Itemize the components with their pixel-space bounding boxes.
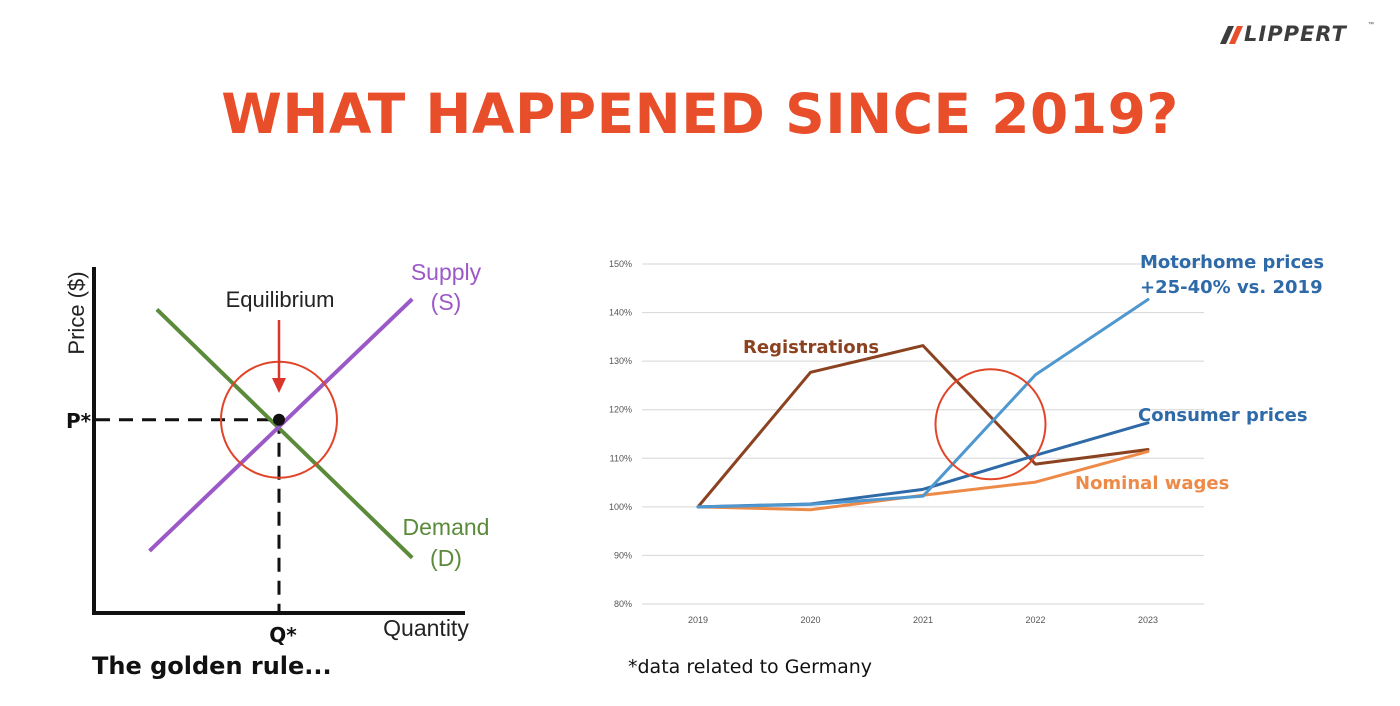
left-caption: The golden rule... — [92, 652, 332, 680]
y-tick-label: 140% — [609, 308, 632, 318]
supply-demand-chart: Price ($) Quantity Equilibrium P* Q* Supply… — [64, 259, 490, 647]
supply-label-symbol: (S) — [431, 289, 462, 315]
crossover-highlight-circle — [934, 368, 1047, 481]
lippert-logo-mark-icon — [1220, 26, 1243, 44]
germany-index-chart: 80% 90% 100% 110% 120% 130% 140% 150% 2019 2020 20… — [609, 252, 1324, 625]
page-title: WHAT HAPPENED SINCE 2019? — [221, 82, 1179, 146]
p-star-label: P* — [66, 409, 92, 433]
x-tick-label: 2019 — [688, 615, 708, 625]
equilibrium-arrow-head — [272, 378, 286, 393]
demand-line — [155, 307, 414, 560]
motorhome-prices-line — [696, 297, 1150, 509]
y-tick-label: 120% — [609, 405, 632, 415]
logo-trademark: ™ — [1368, 22, 1374, 28]
demand-label: Demand — [403, 514, 490, 540]
x-tick-label: 2023 — [1138, 615, 1158, 625]
equilibrium-label: Equilibrium — [226, 287, 335, 312]
equilibrium-point — [273, 413, 285, 426]
x-tick-label: 2020 — [800, 615, 820, 625]
sd-x-axis-label: Quantity — [383, 615, 469, 641]
demand-label-symbol: (D) — [430, 545, 462, 571]
registrations-label: Registrations — [743, 337, 879, 358]
nominal-wages-label: Nominal wages — [1075, 473, 1229, 494]
motorhome-prices-label: Motorhome prices — [1140, 252, 1324, 273]
y-tick-label: 110% — [610, 453, 632, 463]
x-tick-label: 2022 — [1025, 615, 1045, 625]
consumer-prices-label: Consumer prices — [1138, 405, 1308, 426]
y-tick-label: 80% — [614, 599, 632, 609]
y-tick-label: 90% — [614, 550, 632, 560]
right-caption: *data related to Germany — [628, 656, 873, 678]
sd-y-axis-label: Price ($) — [64, 271, 89, 354]
supply-label: Supply — [411, 259, 482, 285]
motorhome-prices-change-label: +25-40% vs. 2019 — [1140, 277, 1323, 298]
q-star-label: Q* — [269, 623, 297, 647]
x-tick-label: 2021 — [913, 615, 933, 625]
logo-text: LIPPERT — [1244, 22, 1347, 46]
lippert-logo: LIPPERT ™ — [1218, 20, 1378, 50]
y-tick-label: 150% — [609, 259, 632, 269]
y-tick-label: 100% — [609, 502, 632, 512]
y-tick-label: 130% — [609, 356, 632, 366]
registrations-line — [696, 344, 1150, 509]
